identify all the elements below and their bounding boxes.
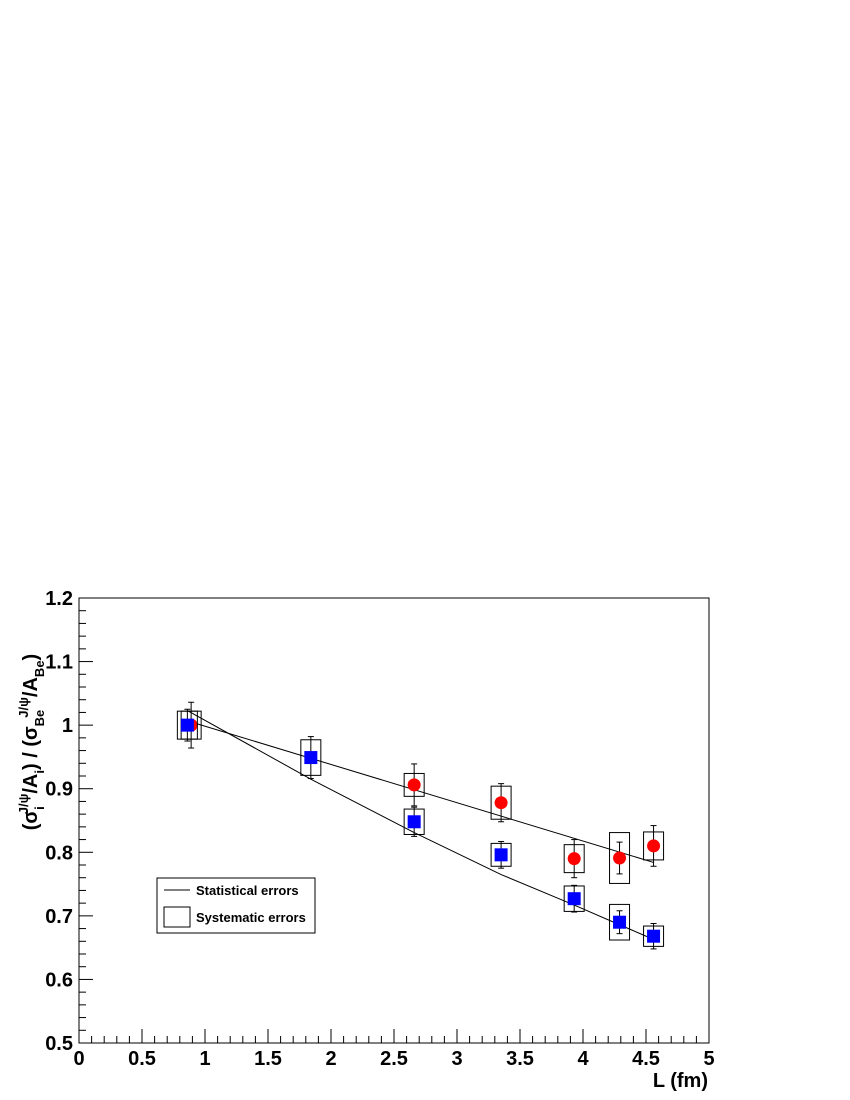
- y-tick-label: 0.6: [45, 969, 73, 991]
- plot-frame: [78, 597, 710, 1044]
- x-tick-label: 1: [199, 1048, 210, 1070]
- y-tick-label: 0.7: [45, 906, 73, 928]
- y-axis-title-part: Be: [32, 710, 47, 727]
- plot-area: [78, 597, 710, 1044]
- series-square: [176, 708, 665, 950]
- fit-line: [190, 721, 654, 863]
- legend-frame: [156, 877, 316, 934]
- y-axis-title-part: ) / (σ: [20, 726, 42, 770]
- svg-text:(σiJ/ψ/Ai) / (σBeJ/ψ/ABe): (σiJ/ψ/Ai) / (σBeJ/ψ/ABe): [16, 654, 47, 830]
- data-point-circle: [407, 778, 421, 792]
- axes: 0 0.5 1 1.5 2 2.5 3 3.5 4 4.5 50.50.60.70.80.911.1…: [45, 588, 714, 1070]
- y-axis-title: (σiJ/ψ/Ai) / (σBeJ/ψ/ABe): [16, 654, 47, 830]
- data-point-circle: [647, 839, 661, 853]
- x-tick-label: 2.5: [380, 1048, 408, 1070]
- data-point-square: [647, 929, 661, 943]
- y-axis-title-part: /A: [20, 677, 42, 697]
- x-tick-label: 5: [703, 1048, 714, 1070]
- data-point-square: [613, 915, 627, 929]
- y-axis-title-part: (σ: [20, 810, 42, 831]
- data-point-square: [304, 751, 318, 765]
- systematic-error-box: [609, 832, 631, 884]
- legend-box-symbol: [163, 906, 191, 928]
- data-point-square: [180, 718, 194, 732]
- y-axis-title-part: i: [32, 770, 47, 774]
- y-axis-title-part: Be: [32, 660, 47, 677]
- data-point-circle: [567, 852, 581, 866]
- x-tick-label: 1.5: [254, 1048, 282, 1070]
- y-tick-label: 1.1: [45, 652, 73, 674]
- x-axis-title: L (fm): [653, 1070, 708, 1092]
- y-axis-title-part: i: [32, 806, 47, 810]
- y-axis-title-part: J/ψ: [16, 794, 31, 815]
- data-layer: [176, 701, 665, 950]
- y-tick-label: 1.2: [45, 588, 73, 610]
- y-tick-label: 1: [62, 715, 73, 737]
- y-axis-title-part: J/ψ: [16, 697, 31, 718]
- data-point-square: [494, 848, 508, 862]
- x-tick-label: 0.5: [128, 1048, 156, 1070]
- legend-label-systematic: Systematic errors: [196, 910, 306, 925]
- legend: Statistical errors Systematic errors: [156, 877, 316, 934]
- systematic-error-box: [609, 903, 631, 941]
- x-tick-label: 4: [577, 1048, 589, 1070]
- x-tick-label: 3.5: [506, 1048, 534, 1070]
- y-axis-title-part: ): [20, 654, 42, 661]
- data-point-circle: [494, 796, 508, 810]
- y-tick-label: 0.9: [45, 779, 73, 801]
- series-circle: [180, 701, 665, 884]
- legend-label-statistical: Statistical errors: [196, 883, 299, 898]
- x-tick-label: 2: [325, 1048, 336, 1070]
- y-tick-label: 0.5: [45, 1033, 73, 1055]
- y-tick-label: 0.8: [45, 842, 73, 864]
- x-tick-label: 3: [451, 1048, 462, 1070]
- data-point-square: [567, 892, 581, 906]
- x-tick-label: 4.5: [632, 1048, 660, 1070]
- x-tick-label: 0: [73, 1048, 84, 1070]
- data-point-square: [407, 815, 421, 829]
- data-point-circle: [613, 851, 627, 865]
- y-axis-title-part: /A: [20, 774, 42, 794]
